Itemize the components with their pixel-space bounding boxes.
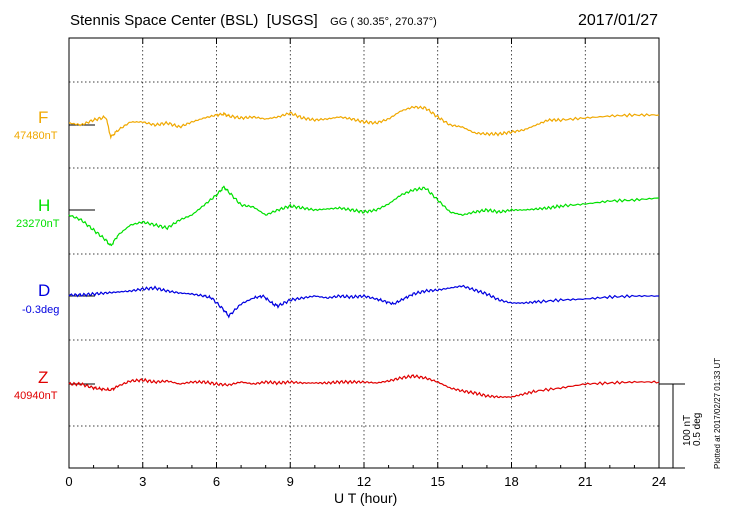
x-tick-label: 6 bbox=[213, 474, 220, 489]
x-tick-label: 15 bbox=[431, 474, 445, 489]
series-label-h: H bbox=[38, 196, 51, 215]
x-tick-label: 21 bbox=[578, 474, 592, 489]
series-layer bbox=[68, 105, 660, 399]
baseline-h: 23270nT bbox=[16, 218, 60, 230]
series-line-d bbox=[68, 284, 659, 319]
x-tick-label: 9 bbox=[287, 474, 294, 489]
x-tick-label: 12 bbox=[357, 474, 371, 489]
baseline-d: -0.3deg bbox=[22, 304, 60, 316]
series-label-f: F bbox=[38, 108, 49, 127]
x-tick-label: 18 bbox=[504, 474, 518, 489]
scale-deg-label: 0.5 deg bbox=[692, 412, 703, 446]
series-line-f bbox=[68, 105, 660, 140]
x-tick-label: 3 bbox=[139, 474, 146, 489]
series-line-z bbox=[68, 374, 660, 399]
baseline-z: 40940nT bbox=[14, 390, 58, 402]
baseline-f: 47480nT bbox=[14, 130, 58, 142]
date-label: 2017/01/27 bbox=[578, 12, 659, 29]
scale-bar bbox=[659, 383, 685, 469]
organization: [USGS] bbox=[266, 12, 318, 29]
series-label-z: Z bbox=[38, 368, 49, 387]
geographic-coordinates: GG ( 30.35°, 270.37°) bbox=[330, 16, 437, 28]
x-axis-label: U T (hour) bbox=[334, 490, 398, 506]
grid bbox=[69, 38, 659, 468]
page-title: Stennis Space Center (BSL) [USGS] GG ( 3… bbox=[70, 12, 437, 29]
series-line-h bbox=[68, 185, 660, 247]
station-name: Stennis Space Center (BSL) bbox=[70, 12, 259, 29]
plotted-timestamp: Plotted at 2017/02/27 01:33 UT bbox=[713, 357, 722, 469]
x-axis: 0 3 6 9 12 15 18 21 24 bbox=[65, 38, 666, 489]
x-tick-label: 24 bbox=[652, 474, 666, 489]
series-label-d: D bbox=[38, 281, 51, 300]
x-tick-label: 0 bbox=[65, 474, 72, 489]
